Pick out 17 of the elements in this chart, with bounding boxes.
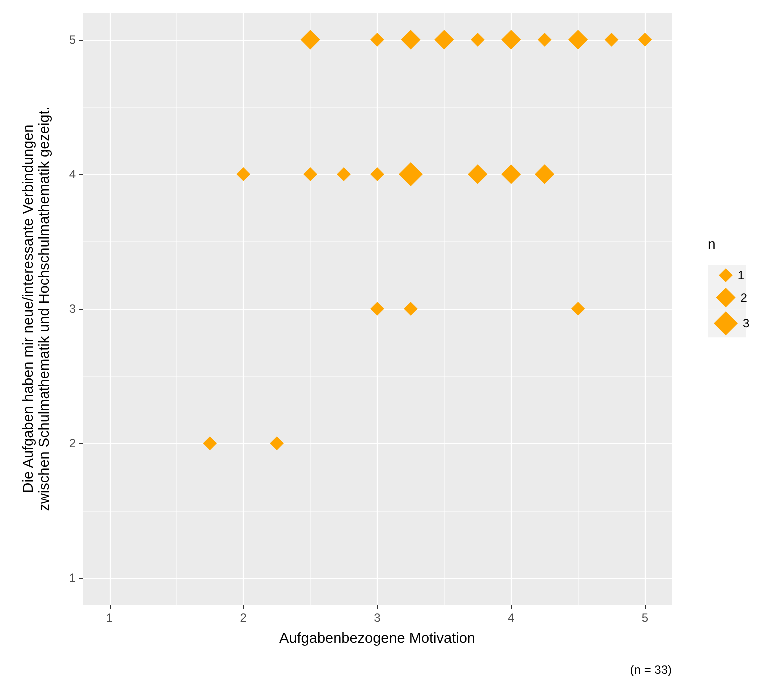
text: (n = 33) <box>630 663 672 677</box>
y-tick-label: 3 <box>69 302 76 316</box>
y-tick-label: 1 <box>69 571 76 586</box>
legend-title: n <box>708 236 716 252</box>
y-axis-title: Die Aufgaben haben mir neue/interessante Verbindungen zwischen Schulmathematik und Hochschulmathematik gezeigt. <box>21 106 53 512</box>
x-tick-label: 5 <box>642 611 649 625</box>
legend-label: 1 <box>738 268 745 282</box>
x-tick-label: 2 <box>240 611 248 625</box>
x-axis-title: Aufgabenbezogene Motivation <box>280 631 476 647</box>
legend-label: 3 <box>743 316 750 331</box>
y-tick-label: 2 <box>69 436 76 451</box>
legend-label: 2 <box>740 290 748 305</box>
y-tick-label: 4 <box>69 167 76 182</box>
y-tick-label: 5 <box>69 32 76 47</box>
x-tick-label: 3 <box>374 611 382 625</box>
x-tick-label: 4 <box>508 611 516 625</box>
x-tick-label: 1 <box>106 611 114 625</box>
